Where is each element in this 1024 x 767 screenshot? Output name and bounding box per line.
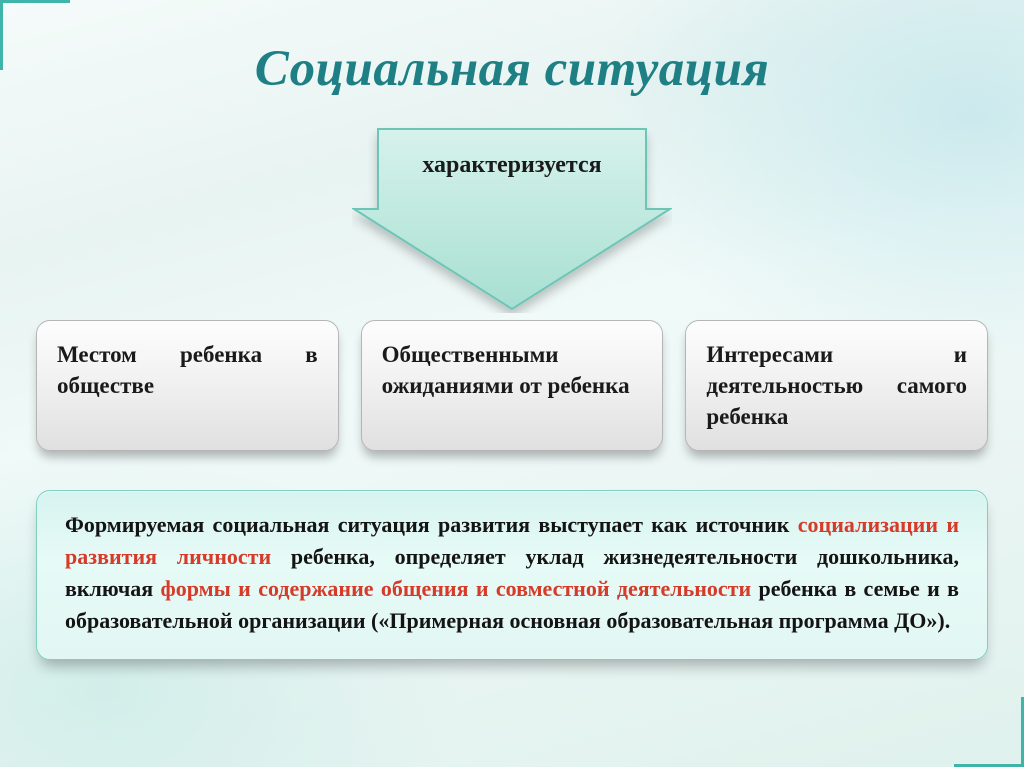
down-arrow-block: характеризуется [352,125,672,313]
corner-decoration-tl [0,0,70,70]
characteristic-boxes: Местом ребенка в обществе Общественными … [36,320,988,451]
body-text: Формируемая социальная ситуация развития… [65,512,798,537]
description-card: Формируемая социальная ситуация развития… [36,490,988,660]
corner-decoration-br [954,697,1024,767]
arrow-label: характеризуется [352,125,672,205]
box-interests-activity: Интересами и деятельностью самого ребенк… [685,320,988,451]
box-place-in-society: Местом ребенка в обществе [36,320,339,451]
highlight-text: формы и содержание общения и совместной … [161,576,752,601]
page-title: Социальная ситуация [0,0,1024,98]
box-social-expectations: Общественными ожиданиями от ребенка [361,320,664,451]
